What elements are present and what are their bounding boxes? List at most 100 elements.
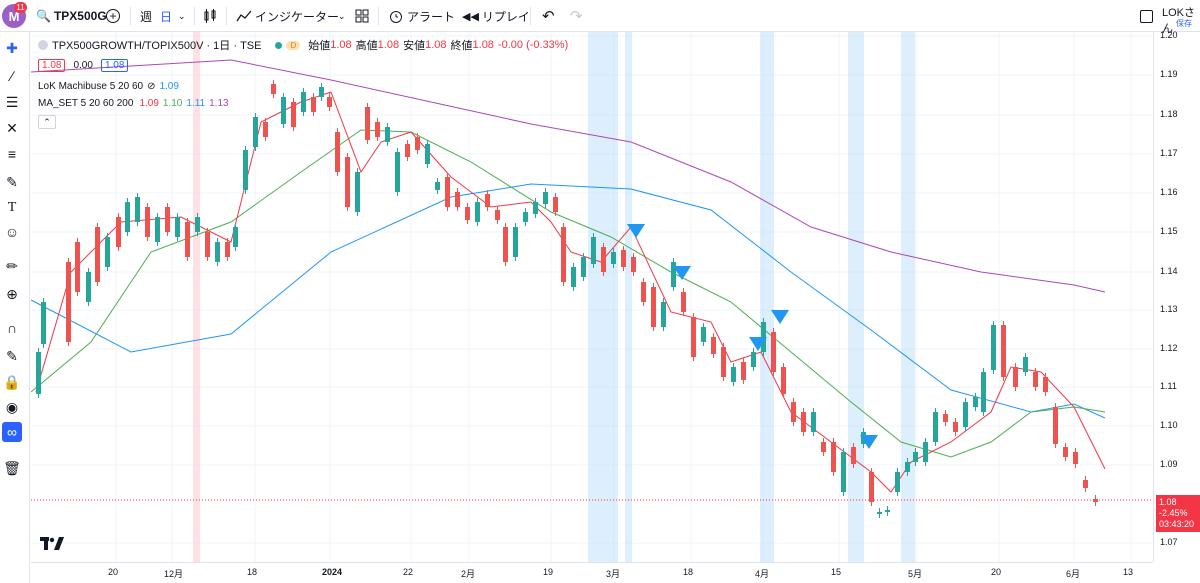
magnet-icon[interactable]: ∩: [6, 320, 18, 336]
bid-price-button[interactable]: 1.08: [38, 58, 66, 72]
layouts-button[interactable]: [355, 0, 369, 32]
ma20-line: [31, 129, 1106, 458]
time-axis[interactable]: 20 12月 18 2024 22 2月 19 3月 18 4月 15 5月 20 6月 13: [31, 562, 1153, 583]
trash-icon[interactable]: 🗑: [3, 459, 21, 476]
layout-toggle-button[interactable]: [1140, 0, 1153, 32]
signal-marker: [627, 224, 645, 238]
time-tick-label: 19: [543, 567, 554, 577]
candle-body: [791, 402, 796, 422]
brush-icon[interactable]: ✎: [6, 173, 18, 190]
price-chart[interactable]: [31, 32, 1153, 562]
horizontal-lines-icon[interactable]: ☰: [5, 93, 19, 110]
interval-day-button[interactable]: 日: [160, 9, 173, 24]
fib-icon[interactable]: ≡: [7, 146, 17, 162]
candle-body: [963, 402, 968, 427]
save-label[interactable]: 保存: [1176, 19, 1192, 28]
indicator-1-name[interactable]: LoK Machibuse 5 20 60: [38, 81, 144, 92]
top-toolbar: M 11 🔍 TPX500G + 週 日 ⌄ インジケーター ⌄ アラート ◀◀…: [0, 0, 1200, 35]
chart-pane[interactable]: [31, 32, 1153, 583]
chart-type-button[interactable]: [203, 0, 217, 32]
ma20-value: 1.10: [162, 98, 183, 109]
indicators-icon: [236, 10, 252, 22]
time-tick-label: 20: [108, 567, 119, 577]
price-tick-label: 1.10: [1160, 420, 1178, 430]
ma60-value: 1.11: [186, 98, 206, 109]
highlight-band: [588, 32, 618, 562]
candle-body: [415, 137, 420, 150]
collapse-legend-button[interactable]: ⌃: [38, 115, 56, 129]
candle-body: [513, 227, 518, 257]
candle-body: [465, 207, 470, 220]
link-icon[interactable]: ∞: [2, 422, 22, 442]
redo-button[interactable]: ↷: [570, 0, 583, 32]
market-status-icon: [275, 41, 283, 49]
price-tick-label: 1.12: [1160, 343, 1178, 353]
candle-body: [681, 292, 686, 312]
candle-body: [811, 412, 816, 432]
interval-dropdown-icon[interactable]: ⌄: [178, 10, 186, 21]
ma200-value: 1.13: [209, 98, 229, 109]
candle-body: [105, 237, 110, 267]
indicators-button[interactable]: インジケーター: [236, 0, 339, 32]
candle-body: [165, 207, 170, 232]
user-name[interactable]: LOKさん: [1162, 7, 1196, 35]
candle-body: [781, 367, 786, 394]
high-value: 1.08: [377, 39, 400, 51]
ma200-line: [31, 59, 1106, 293]
alert-button[interactable]: アラート: [388, 0, 455, 32]
trend-line-icon[interactable]: ∕: [10, 68, 14, 84]
tv-logo-icon: [40, 537, 64, 550]
zoom-in-icon[interactable]: ⊕: [6, 285, 18, 302]
highlight-band: [848, 32, 864, 562]
undo-button[interactable]: ↶: [542, 0, 555, 32]
candle-body: [475, 202, 480, 222]
candle-body: [1073, 452, 1078, 464]
candle-body: [233, 227, 238, 247]
tradingview-logo[interactable]: [40, 537, 64, 555]
drawing-toolbar: ✚ ∕ ☰ ✕ ≡ ✎ T ☺ ✏ ⊕ ∩ ✎ 🔒 ◉ ∞ 🗑: [0, 32, 30, 583]
symbol-logo-icon: [38, 40, 48, 50]
candle-body: [263, 122, 268, 137]
symbol-search-button[interactable]: 🔍 TPX500G: [36, 0, 107, 32]
close-label: 終値: [450, 40, 473, 52]
pattern-icon[interactable]: ✕: [6, 119, 18, 136]
candle-body: [281, 97, 286, 124]
candle-body: [425, 144, 430, 164]
ask-price-button[interactable]: 1.08: [100, 58, 129, 72]
lock-drawing-icon[interactable]: ✎: [6, 347, 18, 364]
candle-body: [751, 352, 756, 367]
signal-marker: [749, 337, 767, 351]
candle-body: [571, 267, 576, 287]
indicators-dropdown-icon[interactable]: ⌄: [338, 10, 346, 21]
compare-button[interactable]: +: [106, 0, 120, 32]
price-tick-label: 1.09: [1160, 459, 1178, 469]
candle-body: [75, 242, 80, 292]
candle-body: [495, 210, 500, 220]
candle-body: [601, 247, 606, 272]
notification-badge: 11: [14, 2, 27, 13]
lock-icon[interactable]: 🔒: [3, 373, 21, 390]
symbol-label: TPX500G: [53, 9, 107, 23]
crosshair-icon[interactable]: ✚: [6, 39, 18, 56]
candle-body: [195, 217, 200, 232]
candle-body: [271, 84, 276, 94]
emoji-icon[interactable]: ☺: [4, 224, 20, 240]
text-tool-icon[interactable]: T: [7, 200, 17, 215]
eye-icon[interactable]: ◉: [5, 398, 19, 415]
candle-body: [253, 117, 258, 147]
rewind-icon: ◀◀: [462, 10, 479, 23]
time-tick-label: 18: [683, 567, 694, 577]
redo-icon: ↷: [570, 8, 583, 25]
ruler-icon[interactable]: ✏: [6, 257, 18, 274]
price-axis[interactable]: 1.20 1.19 1.18 1.17 1.16 1.15 1.14 1.13 1.12 1.11…: [1153, 30, 1200, 562]
candle-body: [1063, 447, 1068, 457]
candle-body: [327, 97, 332, 107]
replay-button[interactable]: ◀◀ リプレイ: [462, 9, 530, 24]
interval-week-button[interactable]: 週: [140, 9, 153, 24]
candle-body: [553, 197, 558, 212]
loop-icon: ⊘: [147, 81, 156, 92]
time-tick-label: 22: [403, 567, 414, 577]
indicator-2-name[interactable]: MA_SET 5 20 60 200: [38, 98, 134, 109]
search-icon: 🔍: [36, 9, 51, 23]
legend-title: TPX500GROWTH/TOPIX500V · 1日 · TSE: [52, 40, 262, 52]
